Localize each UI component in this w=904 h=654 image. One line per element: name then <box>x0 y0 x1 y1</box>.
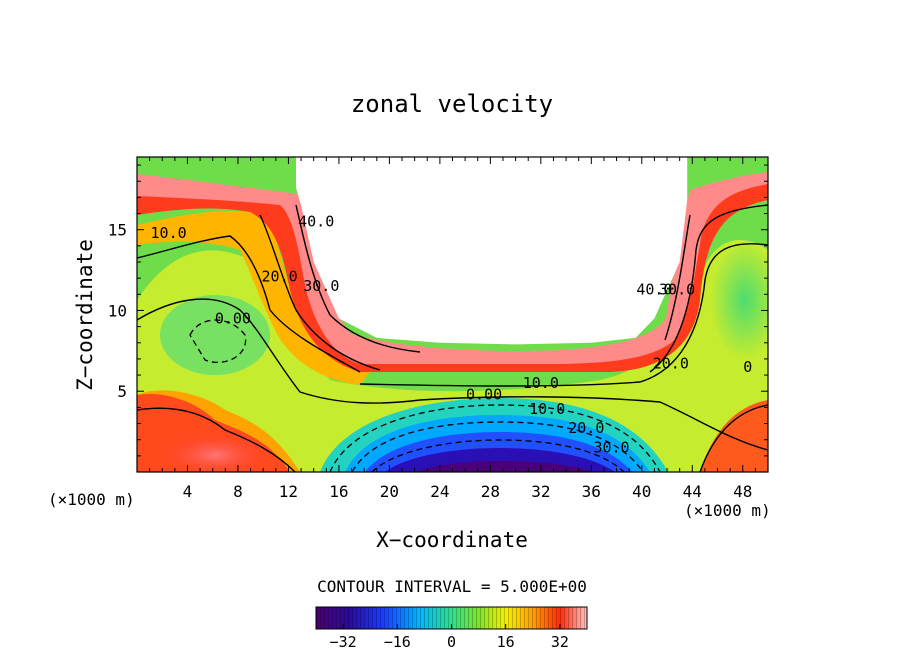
contour-line-20-left <box>259 214 381 371</box>
contour-lines-dashed <box>189 319 661 472</box>
contour-label: 30.0 <box>303 277 339 295</box>
field-blob-green-left <box>160 295 270 375</box>
topography-obstacle <box>296 157 688 345</box>
contour-line-lower-right <box>699 404 768 472</box>
field-band-orange-lower-left <box>137 390 300 472</box>
contour-label: 10.0 <box>529 400 565 418</box>
contour-labels: 40.030.020.010.00.0040.030.020.010.00.00… <box>151 213 753 457</box>
y-tick-label: 10 <box>108 301 127 320</box>
x-tick-label: 16 <box>329 482 348 501</box>
contour-line-lower-left <box>137 407 296 472</box>
x-tick-label: 32 <box>531 482 550 501</box>
x-axis-label: X−coordinate <box>376 528 528 552</box>
x-tick-label: 28 <box>481 482 500 501</box>
y-tick-label: 15 <box>108 221 127 240</box>
contour-lines-solid <box>137 204 768 472</box>
x-tick-label: 8 <box>233 482 243 501</box>
contour-label: 0.00 <box>215 309 251 327</box>
contour-label: 40.0 <box>298 213 334 231</box>
field-band-yellow <box>137 240 768 472</box>
contour-line-30-right <box>664 214 691 341</box>
contour-label: 10.0 <box>523 374 559 392</box>
field-blob-green-right <box>710 240 768 360</box>
x-tick-label: 12 <box>279 482 298 501</box>
colorbar-tick-label: 0 <box>447 633 456 651</box>
field-band-purple <box>415 461 595 472</box>
contour-line-10-left <box>137 235 361 373</box>
contour-line-30-left <box>295 204 421 353</box>
contour-line-0-right <box>419 396 768 451</box>
contour-label: 20.0 <box>568 419 604 437</box>
contour-label: 30.0 <box>659 280 695 298</box>
colorbar-tick-label: 32 <box>551 633 569 651</box>
contour-line-0-left <box>137 298 421 404</box>
x-unit-label: (×1000 m) <box>48 490 135 509</box>
contour-line-20-right <box>649 204 768 373</box>
x-tick-label: 24 <box>430 482 449 501</box>
contour-line-neg-interior <box>189 319 247 364</box>
x-axis-ticks: 4 8 12 16 20 24 28 32 36 40 44 48 <box>149 157 756 501</box>
contour-line-neg20 <box>351 421 644 472</box>
colorbar-tick-label: −16 <box>384 633 411 651</box>
contour-label: 40.0 <box>636 280 672 298</box>
field-band-pink-rim <box>137 172 768 364</box>
contour-label: 0 <box>743 358 752 376</box>
field-blob-pink-lower-left <box>160 433 270 472</box>
field-band-orange-left <box>137 210 370 385</box>
contour-interval-text: CONTOUR INTERVAL = 5.000E+00 <box>317 577 587 596</box>
x-unit-label-right: (×1000 m) <box>684 501 771 520</box>
colorbar-tick-label: 16 <box>497 633 515 651</box>
colorbar-ticks: −32 −16 0 16 32 <box>330 624 569 651</box>
field-band-red-lower-right <box>700 400 768 472</box>
contour-label: 20.0 <box>262 267 298 285</box>
colorbar: −32 −16 0 16 32 <box>315 606 588 651</box>
x-tick-label: 44 <box>683 482 702 501</box>
y-tick-label: 5 <box>117 382 127 401</box>
chart-title: zonal velocity <box>351 90 553 118</box>
contour-label: 0.00 <box>466 385 502 403</box>
x-tick-label: 36 <box>582 482 601 501</box>
contour-label: 30.0 <box>593 439 629 457</box>
contour-label: 20.0 <box>653 355 689 373</box>
x-tick-label: 4 <box>183 482 193 501</box>
contour-line-10-right <box>359 243 768 387</box>
y-axis-ticks: 5 10 15 <box>108 164 768 457</box>
colorbar-stripes <box>316 607 587 629</box>
y-axis-label: Z−coordinate <box>73 239 97 391</box>
colorbar-tick-label: −32 <box>330 633 357 651</box>
x-tick-label: 20 <box>380 482 399 501</box>
contour-label: 10.0 <box>151 224 187 242</box>
contour-line-neg30 <box>371 439 625 472</box>
contour-line-neg10 <box>329 404 661 472</box>
x-tick-label: 48 <box>733 482 752 501</box>
x-tick-label: 40 <box>632 482 651 501</box>
